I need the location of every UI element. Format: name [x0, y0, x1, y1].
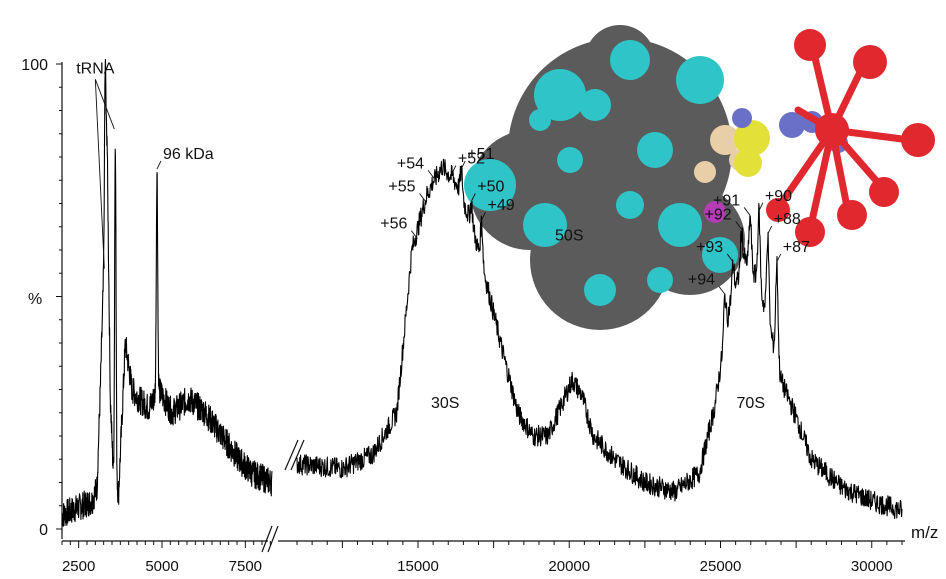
peak-leader-line	[743, 207, 751, 216]
peak-label: +56	[380, 216, 407, 233]
peak-leader-line	[427, 169, 435, 179]
peak-leader-line	[726, 253, 734, 263]
peak-leader-line	[718, 286, 726, 295]
y-axis-label: %	[28, 291, 42, 308]
peak-label: +88	[774, 211, 801, 228]
annotation-leaders	[94, 79, 782, 295]
axes	[61, 62, 905, 553]
peak-label: +92	[705, 206, 732, 223]
spectrum-line	[61, 58, 273, 527]
peak-leader-line	[735, 221, 743, 230]
peak-label: +55	[388, 179, 415, 196]
region-label: tRNA	[76, 60, 115, 77]
y-tick-label: 0	[39, 522, 48, 539]
annotation-labels: 96 kDa +56 +55 +54 +52+51 +50+49 +94 +93 +92+91 +…	[76, 60, 810, 412]
trna-leader-line	[94, 79, 115, 130]
tick-marks	[56, 63, 903, 548]
x-tick-label: 30000	[851, 558, 893, 575]
peak-label: +93	[696, 239, 723, 256]
peak-leader-line	[481, 211, 486, 221]
ribosome-structure-inset	[464, 25, 935, 330]
region-label: 30S	[431, 395, 459, 412]
peak-label: +94	[688, 272, 715, 289]
ribosome-magenta-patch	[704, 201, 726, 223]
axis-break-mark	[267, 525, 279, 553]
peak-leader-line	[451, 165, 457, 174]
trna-leader-line	[94, 79, 105, 269]
axis-break-mark	[290, 439, 305, 471]
x-axis-label: m/z	[911, 523, 938, 542]
x-tick-label: 2500	[62, 558, 95, 575]
peak-leader-line	[460, 160, 466, 170]
peak-label: +51	[467, 146, 494, 163]
ribosome-red-lobes	[766, 29, 935, 247]
peak-label: +90	[765, 188, 792, 205]
y-tick-label: 100	[21, 57, 48, 74]
axis-break-mark	[284, 439, 299, 471]
x-tick-label: 25000	[700, 558, 742, 575]
peak-leader-line	[767, 225, 773, 235]
spectrum-trace	[61, 58, 903, 527]
region-label: 50S	[555, 228, 583, 245]
ribosome-yellow-patches	[734, 120, 770, 177]
region-label: 70S	[737, 395, 765, 412]
peak-label: 96 kDa	[163, 146, 214, 163]
ribosome-cyan-patches	[464, 40, 738, 306]
peak-label: +91	[713, 192, 740, 209]
x-tick-label: 15000	[397, 558, 439, 575]
x-tick-label: 5000	[145, 558, 178, 575]
tick-labels: 100 0 2500 5000 7500 15000 20000 25000 30000	[21, 57, 892, 575]
peak-leader-line	[758, 202, 764, 212]
peak-label: +54	[397, 155, 424, 172]
spectrum-line	[296, 158, 903, 520]
peak-leader-line	[156, 160, 162, 170]
peak-label: +87	[783, 239, 810, 256]
peak-label: +50	[477, 179, 504, 196]
peak-leader-line	[776, 253, 782, 263]
axis-break-mark	[261, 525, 273, 553]
peak-label: +49	[488, 197, 515, 214]
peak-label: +52	[458, 151, 485, 168]
peak-leader-line	[411, 230, 418, 239]
peak-leader-line	[470, 193, 476, 202]
x-tick-label: 20000	[548, 558, 590, 575]
x-tick-label: 7500	[229, 558, 262, 575]
peak-leader-line	[419, 193, 426, 202]
